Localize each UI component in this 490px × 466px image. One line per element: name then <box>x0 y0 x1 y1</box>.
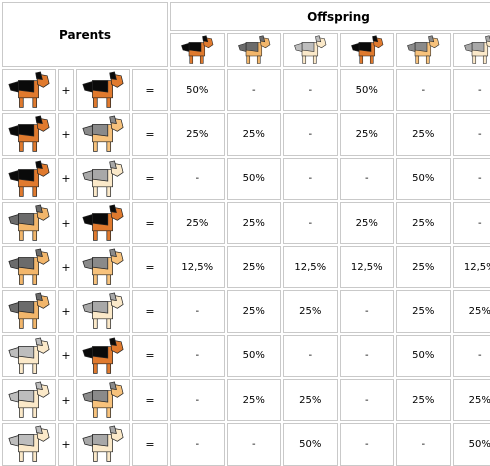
offspring-percentage: 25% <box>453 290 490 332</box>
offspring-percentage: 25% <box>227 290 282 332</box>
wheat-gray-dog-icon <box>76 246 130 288</box>
offspring-percentage: - <box>340 335 395 377</box>
offspring-percentage: 50% <box>283 423 338 465</box>
offspring-percentage: - <box>283 113 338 155</box>
equals-sign: = <box>132 246 168 288</box>
offspring-percentage: 12,5% <box>170 246 225 288</box>
gray-tan-dog-icon <box>2 202 56 244</box>
offspring-percentage: - <box>396 423 451 465</box>
offspring-percentage: - <box>283 158 338 200</box>
offspring-percentage: 12,5% <box>283 246 338 288</box>
offspring-percentage: 25% <box>227 379 282 421</box>
black-tan-dog-icon <box>170 33 225 67</box>
offspring-percentage: 12,5% <box>340 246 395 288</box>
offspring-percentage: 25% <box>396 379 451 421</box>
black-tan-dog-icon <box>2 158 56 200</box>
plus-sign: + <box>58 69 74 111</box>
offspring-percentage: 12,5% <box>453 246 490 288</box>
equals-sign: = <box>132 290 168 332</box>
offspring-percentage: 50% <box>340 69 395 111</box>
cream-gray-dog-icon <box>76 158 130 200</box>
offspring-percentage: 25% <box>396 113 451 155</box>
offspring-percentage: 50% <box>227 158 282 200</box>
silver-cream-dog-icon <box>2 423 56 465</box>
offspring-percentage: - <box>453 335 490 377</box>
offspring-percentage: - <box>340 158 395 200</box>
plus-sign: + <box>58 158 74 200</box>
offspring-percentage: 25% <box>227 113 282 155</box>
equals-sign: = <box>132 335 168 377</box>
offspring-percentage: - <box>340 379 395 421</box>
offspring-percentage: - <box>227 69 282 111</box>
offspring-percentage: - <box>283 202 338 244</box>
black-tan-dog-icon <box>2 113 56 155</box>
equals-sign: = <box>132 379 168 421</box>
wheat-gray-dog-icon <box>76 379 130 421</box>
offspring-percentage: - <box>340 290 395 332</box>
offspring-percentage: - <box>170 158 225 200</box>
gray-tan-dog-icon <box>2 290 56 332</box>
offspring-percentage: 25% <box>453 379 490 421</box>
offspring-percentage: 25% <box>283 379 338 421</box>
offspring-percentage: 25% <box>227 202 282 244</box>
offspring-percentage: - <box>453 202 490 244</box>
offspring-percentage: 25% <box>170 113 225 155</box>
parents-header: Parents <box>2 2 168 67</box>
plus-sign: + <box>58 379 74 421</box>
silver-cream-dog-icon <box>2 379 56 421</box>
plus-sign: + <box>58 246 74 288</box>
offspring-percentage: - <box>227 423 282 465</box>
offspring-percentage: - <box>283 69 338 111</box>
offspring-percentage: 50% <box>170 69 225 111</box>
offspring-percentage: 50% <box>227 335 282 377</box>
offspring-percentage: 50% <box>396 158 451 200</box>
plus-sign: + <box>58 290 74 332</box>
red-black-dog-icon <box>76 335 130 377</box>
silver-cream-dog-icon <box>2 335 56 377</box>
plus-sign: + <box>58 335 74 377</box>
wheat-gray-dog-icon <box>396 33 451 67</box>
offspring-percentage: - <box>453 69 490 111</box>
silver-cream-dog-icon <box>283 33 338 67</box>
offspring-percentage: 50% <box>453 423 490 465</box>
cream-gray-dog-icon <box>453 33 490 67</box>
black-tan-dog-icon <box>2 69 56 111</box>
plus-sign: + <box>58 113 74 155</box>
red-black-dog-icon <box>76 69 130 111</box>
offspring-percentage: 50% <box>396 335 451 377</box>
offspring-percentage: - <box>170 379 225 421</box>
gray-tan-dog-icon <box>227 33 282 67</box>
offspring-percentage: 25% <box>340 113 395 155</box>
equals-sign: = <box>132 113 168 155</box>
offspring-header: Offspring <box>170 2 490 31</box>
offspring-percentage: 25% <box>227 246 282 288</box>
offspring-percentage: - <box>170 335 225 377</box>
offspring-percentage: - <box>170 290 225 332</box>
equals-sign: = <box>132 423 168 465</box>
plus-sign: + <box>58 423 74 465</box>
offspring-percentage: 25% <box>170 202 225 244</box>
offspring-percentage: - <box>396 69 451 111</box>
plus-sign: + <box>58 202 74 244</box>
offspring-percentage: 25% <box>396 202 451 244</box>
offspring-percentage: - <box>283 335 338 377</box>
offspring-percentage: - <box>170 423 225 465</box>
offspring-percentage: 25% <box>340 202 395 244</box>
offspring-percentage: - <box>340 423 395 465</box>
equals-sign: = <box>132 69 168 111</box>
offspring-percentage: 25% <box>283 290 338 332</box>
red-black-dog-icon <box>76 202 130 244</box>
offspring-percentage: 25% <box>396 290 451 332</box>
cream-gray-dog-icon <box>76 290 130 332</box>
gray-tan-dog-icon <box>2 246 56 288</box>
equals-sign: = <box>132 158 168 200</box>
offspring-percentage: - <box>453 113 490 155</box>
red-black-dog-icon <box>340 33 395 67</box>
wheat-gray-dog-icon <box>76 113 130 155</box>
offspring-percentage: - <box>453 158 490 200</box>
equals-sign: = <box>132 202 168 244</box>
offspring-percentage: 25% <box>396 246 451 288</box>
cream-gray-dog-icon <box>76 423 130 465</box>
